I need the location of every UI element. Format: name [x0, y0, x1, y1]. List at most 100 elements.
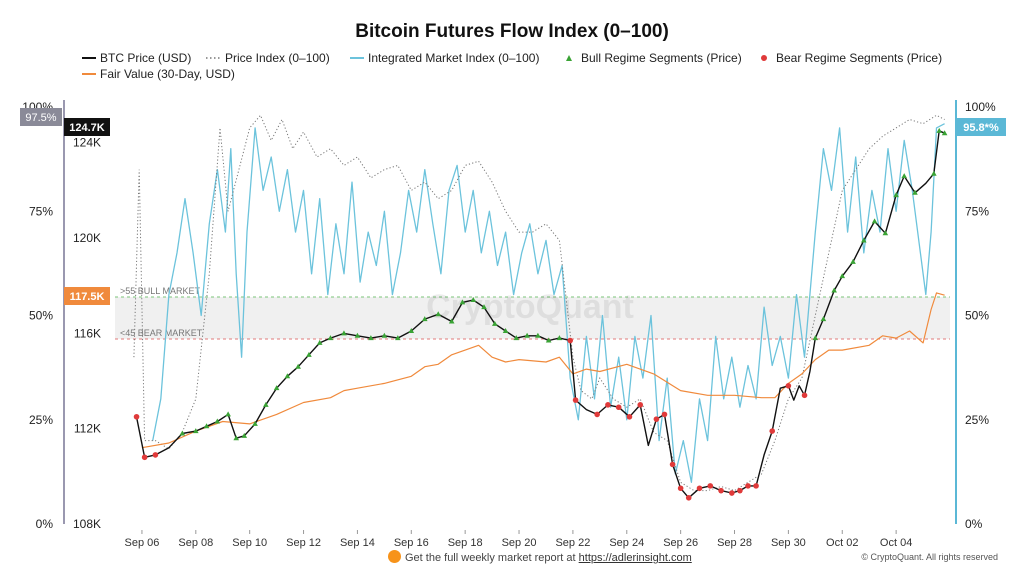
- bear-regime-marker: [626, 413, 633, 420]
- badge-right-pct-text: 95.8*%: [963, 122, 999, 134]
- bear-regime-marker: [567, 337, 574, 344]
- bull-regime-marker: [850, 258, 856, 264]
- legend-integrated-label: Integrated Market Index (0–100): [368, 51, 539, 65]
- bull-regime-marker: [812, 335, 819, 341]
- bull-regime-marker: [203, 423, 210, 429]
- bear-regime-marker: [572, 397, 579, 403]
- legend-btc-label: BTC Price (USD): [100, 51, 191, 65]
- bear-regime-marker: [753, 483, 759, 489]
- bull-regime-marker: [901, 173, 908, 179]
- bull-regime-marker: [931, 170, 937, 176]
- bear-regime-marker: [685, 494, 692, 501]
- bull-regime-marker: [241, 432, 248, 438]
- bear-regime-marker: [141, 454, 148, 461]
- bull-regime-marker: [871, 218, 878, 224]
- x-tick-label: Oct 04: [880, 537, 912, 549]
- bear-zone-label: <45 BEAR MARKET: [120, 328, 203, 338]
- x-tick-label: Sep 12: [286, 537, 321, 549]
- bull-regime-marker: [470, 297, 477, 303]
- bull-regime-marker: [306, 351, 312, 357]
- bull-regime-marker: [252, 420, 258, 426]
- legend-price-index-label: Price Index (0–100): [225, 51, 330, 65]
- bull-regime-marker: [513, 335, 520, 341]
- bear-regime-marker: [696, 485, 703, 492]
- bull-regime-marker: [459, 299, 466, 305]
- legend-bear-label: Bear Regime Segments (Price): [776, 51, 942, 65]
- x-tick-label: Sep 28: [717, 537, 752, 549]
- right-pct-tick-label: 25%: [965, 413, 989, 427]
- left-price-axis: 108K 112K 116K 120K 124K: [73, 136, 101, 531]
- legend: BTC Price (USD) Price Index (0–100) Inte…: [82, 51, 942, 81]
- bear-regime-marker: [729, 490, 735, 496]
- footer-copyright: © CryptoQuant. All rights reserved: [861, 552, 998, 562]
- legend-bear-swatch: [761, 55, 767, 61]
- bear-regime-marker: [594, 411, 600, 418]
- bull-regime-marker: [381, 332, 388, 338]
- right-pct-tick-label: 100%: [965, 100, 996, 114]
- badge-right-pct: 95.8*%: [956, 118, 1006, 136]
- bull-regime-marker: [524, 332, 530, 338]
- bull-regime-marker: [491, 320, 498, 326]
- bear-regime-marker: [637, 402, 644, 408]
- badge-price-top: 124.7K: [64, 118, 110, 136]
- bull-zone-label: >55 BULL MARKET: [120, 286, 200, 296]
- markers-layer: [133, 127, 948, 501]
- bull-regime-marker: [316, 339, 323, 345]
- bull-regime-marker: [193, 428, 199, 434]
- left-pct-tick-label: 25%: [29, 413, 53, 427]
- bear-regime-marker: [615, 404, 622, 411]
- bear-regime-marker: [133, 413, 140, 420]
- bull-regime-marker: [233, 435, 240, 441]
- right-pct-tick-label: 50%: [965, 309, 989, 323]
- bull-regime-marker: [354, 332, 361, 338]
- bear-regime-marker: [707, 483, 714, 489]
- bear-regime-marker: [669, 461, 676, 468]
- bull-regime-marker: [545, 337, 552, 343]
- integrated-index-line: [152, 123, 945, 483]
- x-tick-label: Sep 18: [448, 537, 483, 549]
- bull-regime-marker: [556, 335, 563, 341]
- bitcoin-coin-icon: [388, 550, 401, 563]
- bear-regime-marker: [745, 483, 751, 489]
- bull-regime-marker: [481, 304, 487, 310]
- x-tick-label: Sep 10: [232, 537, 267, 549]
- x-tick-label: Oct 02: [826, 537, 858, 549]
- legend-bull-label: Bull Regime Segments (Price): [581, 51, 742, 65]
- x-tick-label: Sep 20: [502, 537, 537, 549]
- x-tick-label: Sep 24: [609, 537, 644, 549]
- badge-price-top-text: 124.7K: [69, 122, 105, 134]
- bull-regime-marker: [936, 127, 943, 133]
- bear-regime-marker: [677, 485, 684, 492]
- left-price-tick-label: 120K: [73, 231, 101, 245]
- footer: Get the full weekly market report at htt…: [0, 548, 1024, 568]
- bull-regime-marker: [273, 385, 280, 391]
- right-pct-tick-label: 0%: [965, 517, 983, 531]
- bull-regime-marker: [941, 130, 948, 136]
- x-tick-label: Sep 14: [340, 537, 375, 549]
- bull-regime-marker: [912, 189, 918, 195]
- price-index-line: [133, 114, 945, 492]
- bear-regime-marker: [605, 402, 611, 408]
- badge-price-mid: 117.5K: [64, 287, 110, 305]
- bull-regime-marker: [448, 318, 455, 324]
- left-pct-tick-label: 50%: [29, 309, 53, 323]
- legend-fair-value-label: Fair Value (30-Day, USD): [100, 67, 235, 81]
- legend-bull-swatch: [566, 55, 572, 61]
- bear-regime-marker: [152, 452, 159, 458]
- left-price-tick-label: 116K: [74, 326, 101, 340]
- right-pct-axis: 0% 25% 50% 75% 100%: [965, 100, 996, 531]
- bull-regime-marker: [535, 332, 541, 338]
- footer-report-note: Get the full weekly market report at htt…: [388, 550, 692, 564]
- bull-regime-marker: [502, 327, 509, 333]
- x-tick-label: Sep 30: [771, 537, 806, 549]
- left-price-tick-label: 124K: [73, 136, 101, 150]
- chart-title: Bitcoin Futures Flow Index (0–100): [355, 21, 669, 42]
- btc-price-line: [135, 130, 945, 499]
- footer-report-link[interactable]: https://adlerinsight.com: [578, 552, 692, 564]
- badge-left-pct: 97.5%: [20, 108, 62, 126]
- bear-regime-marker: [718, 487, 724, 494]
- bull-regime-marker: [284, 373, 291, 379]
- neutral-zone-band: [115, 297, 950, 339]
- x-tick-label: Sep 08: [178, 537, 213, 549]
